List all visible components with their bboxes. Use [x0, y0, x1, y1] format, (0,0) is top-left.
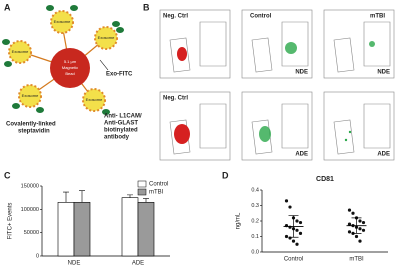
flow-label: Neg. Ctrl — [163, 96, 188, 102]
y-axis-label: FITC+ Events — [8, 203, 14, 240]
y-tick-label: 0.4 — [251, 187, 259, 193]
antibody-label: Anti- L1CAM/ — [104, 114, 142, 120]
exosome — [94, 26, 118, 50]
point — [347, 230, 352, 234]
error-bar — [63, 191, 69, 203]
error-bar — [127, 194, 133, 198]
antibody-label: Anti-GLAST — [104, 121, 138, 127]
exosome-label: Exosome — [54, 19, 71, 24]
bar — [57, 202, 75, 257]
legend-label: Control — [149, 182, 168, 188]
panel-label: A — [4, 2, 11, 12]
point — [354, 234, 359, 239]
bead-label: Magnetic — [62, 65, 78, 70]
x-tick-label: ADE — [132, 261, 144, 267]
exosome — [18, 84, 42, 108]
point — [351, 211, 355, 215]
panel-label: B — [143, 2, 150, 12]
pointer — [99, 59, 109, 71]
error-bar — [79, 190, 85, 203]
point — [358, 219, 362, 223]
y-axis-label: ng/mL — [236, 212, 242, 229]
flow-plots — [159, 9, 395, 161]
y-tick-label: 0 — [36, 253, 39, 259]
point — [358, 227, 362, 231]
antibody-label: antibody — [104, 135, 130, 141]
exosome — [8, 40, 32, 64]
flow-label: Control — [250, 14, 272, 20]
point — [347, 208, 352, 212]
point — [295, 228, 299, 232]
exosome-label: Exosome — [22, 93, 39, 98]
flow-label: mTBI — [370, 14, 385, 20]
point — [298, 231, 303, 235]
y-tick-label: 50000 — [24, 230, 39, 236]
y-tick-label: 100000 — [21, 207, 39, 213]
point — [284, 234, 289, 239]
flow-tag: ADE — [295, 152, 308, 158]
y-tick-label: 0.2 — [251, 218, 259, 224]
chart-title: CD81 — [316, 176, 334, 183]
flow-tag: ADE — [377, 152, 390, 158]
exosome — [50, 10, 74, 34]
exosome-label: Exosome — [98, 35, 115, 40]
error-bar — [288, 215, 299, 238]
error-bar — [143, 198, 149, 203]
y-tick-label: 0.0 — [251, 249, 259, 255]
bead-label: 5.1 µm — [64, 59, 77, 64]
panel-label: C — [4, 170, 11, 180]
legend-swatch — [137, 180, 147, 188]
point — [291, 239, 296, 243]
flow-tag: NDE — [377, 70, 390, 76]
bead — [50, 48, 90, 88]
flow-clouds — [174, 41, 375, 144]
y-tick-label: 150000 — [21, 183, 39, 189]
bar — [121, 197, 139, 257]
point — [361, 220, 366, 225]
point — [361, 228, 366, 232]
x-tick-label: NDE — [68, 261, 81, 267]
point — [284, 199, 289, 203]
point — [298, 220, 303, 225]
bar — [73, 202, 91, 257]
exosome-label: Exosome — [12, 49, 29, 54]
exosomes: Exosome Exosome Exosome Exosome Exosome — [2, 5, 124, 115]
exo-fitc-label: Exo-FITC — [106, 72, 133, 78]
antibody-label: biotinylated — [104, 128, 138, 134]
panel-label: D — [222, 170, 229, 180]
bead-label: Bead — [65, 71, 74, 76]
bar — [137, 202, 155, 257]
legend-swatch — [137, 188, 147, 196]
point — [295, 219, 299, 223]
y-tick-label: 0.3 — [251, 203, 259, 209]
y-tick-label: 0.1 — [251, 234, 259, 240]
point — [358, 239, 362, 243]
point — [295, 242, 299, 246]
x-tick-label: mTBI — [349, 257, 364, 263]
x-tick-label: Control — [284, 257, 303, 263]
streptavidin-label: steptavidin — [18, 129, 50, 135]
error-bar — [351, 217, 362, 234]
exosome — [82, 88, 106, 112]
flow-tag: NDE — [295, 70, 308, 76]
point — [347, 222, 352, 226]
point — [288, 205, 292, 209]
streptavidin-label: Covalently-linked — [6, 122, 56, 128]
legend-label: mTBI — [149, 190, 164, 196]
flow-label: Neg. Ctrl — [163, 14, 188, 20]
exosome-label: Exosome — [86, 97, 103, 102]
